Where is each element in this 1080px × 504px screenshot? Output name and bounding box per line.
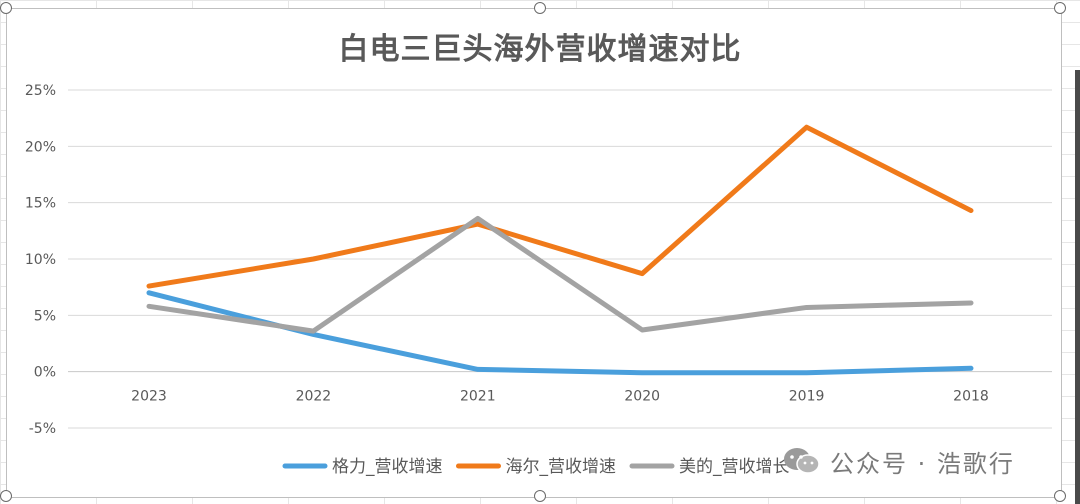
y-tick-label: 5% bbox=[34, 308, 56, 324]
resize-handle-top-right[interactable] bbox=[1054, 2, 1066, 14]
x-tick-label: 2022 bbox=[296, 389, 332, 405]
y-tick-label: -5% bbox=[29, 421, 56, 437]
y-tick-label: 10% bbox=[25, 252, 56, 268]
y-axis-ticks: 25% 20% 15% 10% 5% 0% -5% bbox=[25, 83, 56, 437]
scrollbar-edge[interactable] bbox=[1075, 70, 1080, 504]
series-line[interactable] bbox=[146, 215, 974, 334]
resize-handle-top-left[interactable] bbox=[0, 2, 12, 14]
watermark-text: 公众号 · 浩歌行 bbox=[830, 449, 1015, 478]
x-tick-label: 2018 bbox=[953, 389, 989, 405]
resize-handle-bottom-left[interactable] bbox=[0, 490, 12, 502]
resize-handle-bottom-center[interactable] bbox=[534, 490, 546, 502]
x-tick-label: 2023 bbox=[131, 389, 167, 405]
resize-handle-top-center[interactable] bbox=[534, 2, 546, 14]
wechat-icon bbox=[782, 446, 822, 476]
legend: 格力_营收增速 海尔_营收增速 美的_营收增长 bbox=[282, 457, 790, 477]
series-lines bbox=[146, 124, 974, 376]
grid-lines bbox=[68, 89, 1052, 429]
x-tick-label: 2019 bbox=[789, 389, 825, 405]
watermark: 公众号 · 浩歌行 bbox=[782, 443, 1015, 479]
resize-handle-bottom-right[interactable] bbox=[1054, 490, 1066, 502]
y-tick-label: 0% bbox=[34, 365, 56, 381]
chart-title: 白电三巨头海外营收增速对比 bbox=[338, 32, 742, 67]
x-tick-label: 2021 bbox=[460, 389, 496, 405]
y-tick-label: 15% bbox=[25, 196, 56, 212]
legend-label: 格力_营收增速 bbox=[332, 457, 443, 477]
y-tick-label: 25% bbox=[25, 83, 56, 99]
series-line[interactable] bbox=[146, 124, 974, 289]
y-tick-label: 20% bbox=[25, 139, 56, 155]
x-axis-ticks: 2023 2022 2021 2020 2019 2018 bbox=[131, 389, 989, 405]
legend-label: 海尔_营收增速 bbox=[506, 457, 617, 477]
x-tick-label: 2020 bbox=[624, 389, 660, 405]
legend-label: 美的_营收增长 bbox=[679, 457, 790, 477]
